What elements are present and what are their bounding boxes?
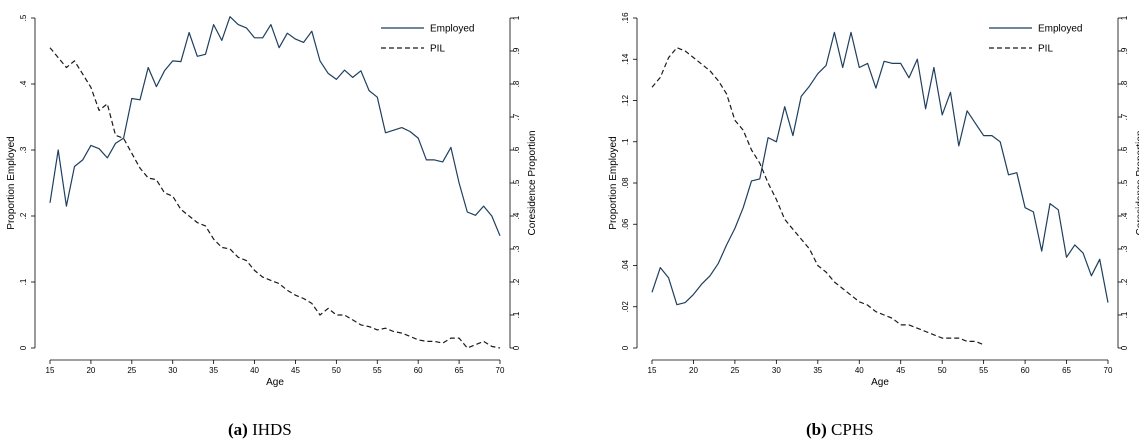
x-axis-tick-label: 40 — [250, 366, 259, 375]
right-axis-tick-label: .6 — [1120, 146, 1129, 153]
chart-panel-ihds: 0 .1 .2 .3 .4 .5 Proportion Employed 0 .1 .2 .3 .4.… — [6, 14, 538, 388]
right-axis-tick-label: .7 — [1120, 113, 1129, 120]
x-axis-tick-label: 15 — [46, 366, 55, 375]
x-axis-tick-label: 20 — [86, 366, 95, 375]
x-axis-tick-label: 35 — [209, 366, 218, 375]
left-axis-tick-label: .3 — [19, 146, 28, 153]
right-axis-tick-label: .3 — [1120, 245, 1129, 252]
left-axis-tick-label: .04 — [621, 259, 630, 271]
right-axis-tick-label: 0 — [512, 345, 521, 350]
right-axis-tick-label: .7 — [512, 113, 521, 120]
caption-cphs-text: CPHS — [831, 420, 874, 439]
left-axis-tick-label: .08 — [621, 177, 630, 189]
legend-label-pil: PIL — [1038, 44, 1053, 55]
legend-label-employed: Employed — [1038, 24, 1082, 35]
x-axis-tick-label: 65 — [1062, 366, 1071, 375]
right-axis-tick-label: .6 — [512, 146, 521, 153]
x-axis-tick-label: 70 — [1104, 366, 1113, 375]
x-axis-tick-label: 60 — [414, 366, 423, 375]
caption-cphs-label: (b) — [806, 420, 827, 439]
legend-label-employed: Employed — [430, 24, 474, 35]
right-axis-tick-label: 1 — [1120, 15, 1129, 20]
caption-cphs: (b) CPHS — [806, 420, 874, 440]
right-axis-tick-label: .2 — [1120, 278, 1129, 285]
x-axis-tick-label: 55 — [979, 366, 988, 375]
x-axis-tick-label: 50 — [332, 366, 341, 375]
right-axis-tick-label: .9 — [1120, 47, 1129, 54]
series-line-pil — [651, 47, 984, 346]
right-axis-tick-label: .2 — [512, 278, 521, 285]
left-axis-tick-label: .14 — [621, 53, 630, 65]
left-axis-tick-label: .02 — [621, 301, 630, 313]
right-axis-tick-label: .1 — [1120, 311, 1129, 318]
left-axis-tick-label: .4 — [19, 80, 28, 87]
right-axis-tick-label: .8 — [512, 80, 521, 87]
left-axis-label: Proportion Employed — [608, 136, 619, 229]
right-axis-tick-label: .1 — [512, 311, 521, 318]
chart-panel-cphs: 0 .02 .04 .06 .08 .1 .12 .14 .16 Proportion Emplo… — [608, 12, 1139, 388]
left-axis-tick-label: .1 — [621, 138, 630, 145]
right-axis-tick-label: .5 — [512, 179, 521, 186]
right-axis-tick-label: .4 — [512, 212, 521, 219]
left-axis-tick-label: .16 — [621, 12, 630, 24]
x-axis-tick-label: 60 — [1021, 366, 1030, 375]
caption-ihds: (a) IHDS — [228, 420, 292, 440]
right-axis-tick-label: 0 — [1120, 345, 1129, 350]
left-axis-tick-label: .1 — [19, 278, 28, 285]
x-axis-tick-label: 20 — [689, 366, 698, 375]
x-axis-tick-label: 50 — [938, 366, 947, 375]
x-axis-tick-label: 45 — [291, 366, 300, 375]
x-axis-tick-label: 35 — [813, 366, 822, 375]
x-axis-tick-label: 30 — [772, 366, 781, 375]
left-axis-label: Proportion Employed — [6, 136, 17, 229]
series-line-employed — [49, 16, 501, 237]
x-axis-tick-label: 30 — [168, 366, 177, 375]
x-axis-tick-label: 70 — [496, 366, 505, 375]
legend-label-pil: PIL — [430, 44, 445, 55]
x-axis-label: Age — [871, 377, 889, 388]
x-axis-tick-label: 25 — [127, 366, 136, 375]
series-line-employed — [651, 31, 1109, 306]
left-axis-tick-label: .5 — [19, 14, 28, 21]
caption-ihds-label: (a) — [228, 420, 248, 439]
left-axis-tick-label: .12 — [621, 94, 630, 106]
right-axis-tick-label: 1 — [512, 15, 521, 20]
caption-ihds-text: IHDS — [252, 420, 292, 439]
x-axis-tick-label: 25 — [730, 366, 739, 375]
right-axis-label: Coresidence Proportion — [1135, 130, 1139, 235]
x-axis-tick-label: 45 — [896, 366, 905, 375]
figure: 0 .1 .2 .3 .4 .5 Proportion Employed 0 .1 .2 .3 .4.… — [6, 12, 1139, 388]
x-axis-tick-label: 55 — [373, 366, 382, 375]
right-axis-tick-label: .9 — [512, 47, 521, 54]
right-axis-tick-label: .5 — [1120, 179, 1129, 186]
series-line-pil — [49, 47, 501, 349]
right-axis-tick-label: .4 — [1120, 212, 1129, 219]
left-axis-tick-label: 0 — [19, 345, 28, 350]
x-axis-tick-label: 15 — [648, 366, 657, 375]
x-axis-tick-label: 65 — [455, 366, 464, 375]
right-axis-tick-label: .3 — [512, 245, 521, 252]
left-axis-tick-label: 0 — [621, 345, 630, 350]
x-axis-label: Age — [266, 377, 284, 388]
right-axis-tick-label: .8 — [1120, 80, 1129, 87]
left-axis-tick-label: .2 — [19, 212, 28, 219]
left-axis-tick-label: .06 — [621, 218, 630, 230]
x-axis-tick-label: 40 — [855, 366, 864, 375]
right-axis-label: Coresidence Proportion — [527, 130, 538, 235]
